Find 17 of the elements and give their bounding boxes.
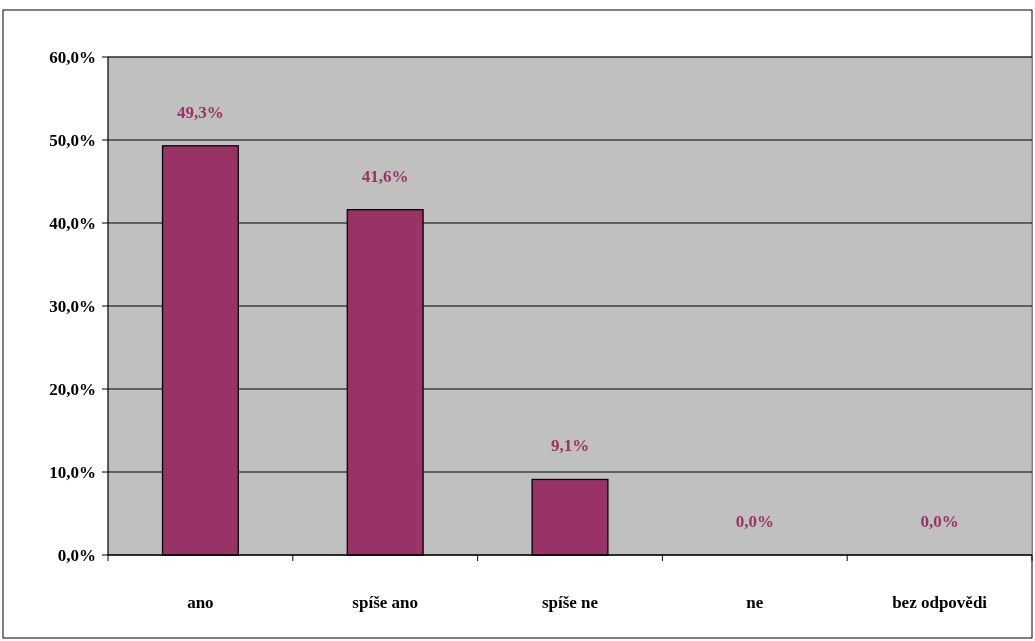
x-tick-label: spíše ne bbox=[541, 593, 599, 612]
y-tick-label: 0,0% bbox=[57, 545, 96, 565]
x-tick-label: bez odpovědi bbox=[892, 593, 988, 612]
data-label: 49,3% bbox=[177, 102, 224, 122]
data-label: 0,0% bbox=[735, 512, 774, 531]
y-tick-label: 60,0% bbox=[49, 47, 96, 67]
y-tick-label: 40,0% bbox=[49, 213, 96, 233]
data-label: 41,6% bbox=[361, 166, 409, 186]
data-label: 9,1% bbox=[550, 436, 590, 456]
x-tick-label: ano bbox=[187, 593, 214, 612]
y-tick-label: 30,0% bbox=[49, 296, 96, 316]
y-tick-label: 10,0% bbox=[49, 462, 96, 482]
y-tick-label: 20,0% bbox=[49, 379, 96, 399]
x-tick-label: ne bbox=[746, 593, 764, 612]
y-tick-label: 50,0% bbox=[49, 130, 96, 150]
x-tick-label: spíše ano bbox=[352, 593, 419, 612]
data-label: 0,0% bbox=[920, 512, 959, 531]
